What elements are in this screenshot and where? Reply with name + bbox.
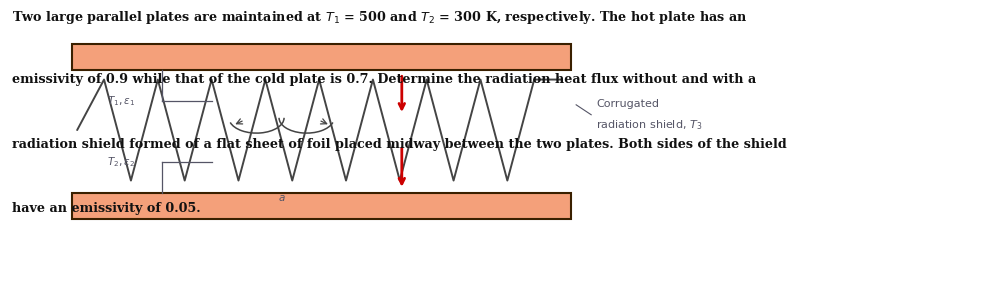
Text: Two large parallel plates are maintained at $T_1$ = 500 and $T_2$ = 300 K, respe: Two large parallel plates are maintained… [12,9,747,26]
Bar [72,193,571,219]
Text: $T_1, \varepsilon_1$: $T_1, \varepsilon_1$ [107,94,135,108]
Text: radiation shield formed of a flat sheet of foil placed midway between the two pl: radiation shield formed of a flat sheet … [12,138,787,151]
Text: have an emissivity of 0.05.: have an emissivity of 0.05. [12,202,200,215]
Text: Corrugated: Corrugated [596,99,659,109]
Text: $T_2, \varepsilon_2$: $T_2, \varepsilon_2$ [107,155,135,169]
Text: $a$: $a$ [278,193,286,203]
Text: emissivity of 0.9 while that of the cold plate is 0.7. Determine the radiation h: emissivity of 0.9 while that of the cold… [12,73,757,86]
Text: radiation shield, $T_3$: radiation shield, $T_3$ [596,118,702,132]
Bar [72,44,571,70]
